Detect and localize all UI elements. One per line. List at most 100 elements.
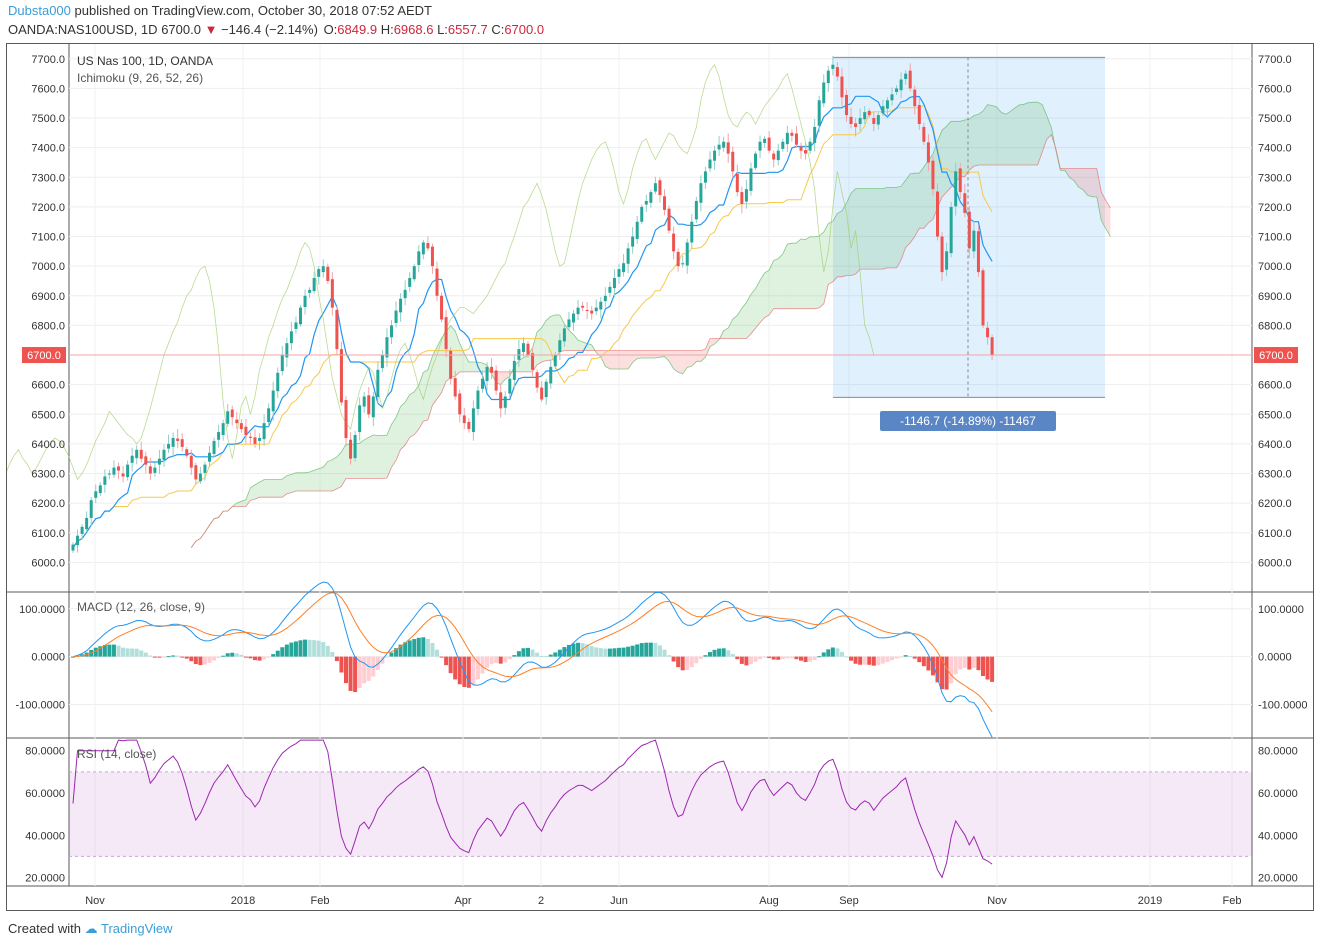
tradingview-link[interactable]: TradingView (101, 921, 173, 936)
macd-histogram-bar (403, 642, 408, 657)
cloud-segment (614, 350, 619, 370)
macd-histogram-bar (617, 647, 621, 657)
cloud-segment (500, 371, 506, 385)
candle-body (189, 455, 193, 468)
change-value: −146.4 (−2.14%) (221, 22, 318, 37)
candle-body (967, 211, 971, 249)
candle-body (344, 400, 348, 438)
macd-histogram-bar (430, 643, 435, 657)
chart-svg[interactable]: -1146.7 (-14.89%) -11467 6700.0 6700.0 100… (7, 44, 1313, 910)
macd-histogram-bar (234, 653, 239, 657)
macd-histogram-bar (180, 656, 185, 658)
macd-histogram-bar (521, 648, 526, 657)
candle-body (590, 310, 594, 314)
candle-body (535, 372, 539, 388)
cloud-segment (368, 435, 374, 479)
macd-histogram-bar (981, 656, 985, 677)
macd-histogram-bar (125, 648, 130, 657)
cloud-segment (882, 187, 888, 270)
candle-body (585, 310, 589, 312)
cloud-segment (464, 353, 469, 372)
lead-span-b-line (190, 134, 1111, 548)
candle-body (453, 378, 457, 397)
macd-histogram-bar (339, 656, 344, 673)
cloud-segment (291, 472, 296, 493)
macd-histogram-bar (726, 650, 731, 657)
macd-histogram-bar (107, 644, 112, 657)
time-tick-label: Feb (311, 895, 330, 907)
time-tick-label: Nov (987, 895, 1007, 907)
open-value: 6849.9 (337, 22, 378, 37)
macd-histogram-bar (748, 656, 753, 665)
macd-histogram-bar (130, 648, 135, 657)
candle-body (103, 476, 107, 485)
candle-body (312, 278, 316, 292)
macd-histogram-bar (111, 644, 116, 657)
cloud-segment (942, 126, 947, 197)
candle-body (144, 456, 148, 465)
cloud-segment (400, 402, 406, 450)
macd-histogram-bar (876, 656, 881, 666)
candle-body (872, 118, 876, 124)
candle-body (612, 278, 616, 289)
macd-histogram-bar (184, 656, 189, 659)
candle-body (180, 439, 184, 447)
candle-body (885, 100, 889, 109)
macd-histogram-bar (785, 656, 790, 659)
candle-body (526, 343, 530, 356)
cloud-segment (910, 173, 915, 243)
cloud-segment (951, 121, 956, 188)
price-tick-left: 6800.0 (31, 320, 65, 332)
candle-body (781, 141, 785, 149)
cloud-segment (250, 484, 255, 501)
cloud-segment (846, 193, 852, 276)
candle-body (940, 236, 944, 273)
candle-body (121, 473, 125, 477)
cloud-segment (336, 452, 342, 489)
author-link[interactable]: Dubsta000 (8, 3, 71, 18)
candle-body (299, 307, 302, 325)
price-tick-right: 6300.0 (1258, 469, 1292, 481)
low-value: 6557.7 (447, 22, 488, 37)
candle-body (317, 269, 321, 277)
candle-body (694, 200, 698, 220)
cloud-segment (873, 188, 879, 270)
cloud-segment (810, 236, 815, 309)
cloud-segment (295, 472, 301, 491)
macd-histogram-bar (435, 649, 439, 657)
candle-body (126, 464, 130, 478)
cloud-segment (409, 391, 415, 438)
chart-container[interactable]: -1146.7 (-14.89%) -11467 6700.0 6700.0 100… (6, 43, 1314, 911)
macd-histogram-bar (116, 645, 121, 657)
candle-body (508, 378, 512, 394)
candle-body (476, 390, 480, 409)
candle-body (471, 408, 475, 433)
macd-histogram-bar (603, 648, 608, 657)
cloud-segment (414, 385, 419, 435)
cloud-segment (978, 111, 983, 166)
symbol-line: OANDA:NAS100USD, 1D 6700.0 ▼ −146.4 (−2.… (8, 22, 544, 37)
candle-body (931, 160, 935, 190)
candle-body (867, 110, 871, 116)
candle-body (963, 193, 967, 213)
macd-histogram-bar (585, 644, 590, 657)
tradingview-cloud-icon[interactable]: ☁ (84, 921, 98, 936)
rsi-tick-left: 80.0000 (25, 746, 65, 758)
cloud-segment (432, 347, 437, 406)
candle-body (390, 325, 393, 338)
macd-histogram-bar (480, 656, 485, 674)
candle-body (808, 141, 812, 151)
cloud-segment (855, 188, 861, 275)
macd-histogram-bar (708, 652, 712, 657)
time-tick-label: 2 (538, 895, 544, 907)
cloud-segment (423, 369, 428, 422)
price-tick-left: 7700.0 (31, 54, 65, 66)
macd-histogram-bar (639, 643, 644, 657)
candles-group[interactable] (71, 56, 994, 553)
time-tick-label: Nov (85, 895, 105, 907)
cloud-segment (377, 435, 383, 479)
lagging-span-line (7, 63, 875, 481)
macd-histogram-bar (926, 656, 931, 671)
candle-body (567, 319, 571, 328)
cloud-segment (1037, 102, 1043, 166)
